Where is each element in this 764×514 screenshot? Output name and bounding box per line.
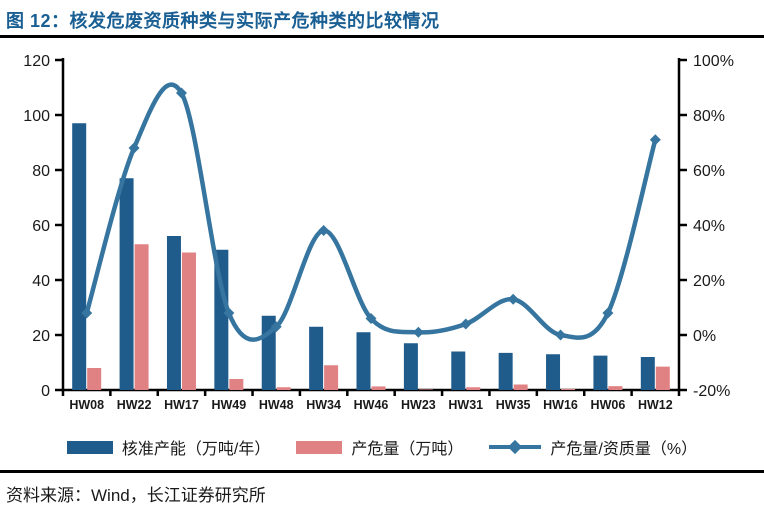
bar-capacity [72, 123, 87, 390]
bar-production [466, 387, 481, 390]
left-axis-tick-label: 100 [23, 108, 50, 125]
right-axis-tick-label: -20% [693, 383, 730, 400]
bar-production [655, 366, 670, 390]
legend-label-capacity: 核准产能（万吨/年） [121, 441, 271, 458]
ratio-line-marker [649, 134, 661, 146]
ratio-line-marker [81, 307, 93, 319]
left-axis-tick-label: 80 [32, 163, 50, 180]
bar-capacity [546, 354, 561, 390]
x-axis-category-label: HW23 [401, 398, 436, 412]
x-axis-category-label: HW35 [496, 398, 531, 412]
bar-capacity [309, 326, 324, 390]
bar-production [181, 252, 196, 390]
bar-production [324, 365, 339, 390]
x-axis-category-label: HW49 [211, 398, 246, 412]
x-axis-category-label: HW31 [448, 398, 483, 412]
x-axis-category-label: HW06 [591, 398, 626, 412]
bar-production [418, 389, 433, 390]
x-axis-category-label: HW48 [259, 398, 294, 412]
x-axis-category-label: HW22 [117, 398, 152, 412]
ratio-line-marker [460, 318, 472, 330]
x-axis-category-label: HW08 [69, 398, 104, 412]
ratio-line-marker [270, 321, 282, 333]
right-axis-tick-label: 20% [693, 273, 725, 290]
left-axis-tick-label: 40 [32, 273, 50, 290]
right-axis-tick-label: 60% [693, 163, 725, 180]
bar-production [134, 244, 149, 390]
capacity-swatch-icon [66, 440, 113, 454]
ratio-line-marker [175, 87, 187, 99]
right-axis-tick-label: 40% [693, 218, 725, 235]
bar-production [371, 386, 386, 390]
legend-label-ratio: 产危量/资质量（%） [550, 441, 698, 458]
left-axis-tick-label: 120 [23, 53, 50, 70]
source-note: 资料来源：Wind，长江证券研究所 [6, 486, 266, 505]
bar-capacity [593, 355, 608, 390]
legend-item-capacity: 核准产能（万吨/年） [66, 435, 271, 459]
x-axis-category-label: HW17 [164, 398, 199, 412]
right-axis-tick-label: 100% [693, 53, 734, 70]
legend-item-production: 产危量（万吨） [296, 435, 463, 459]
bar-capacity [119, 178, 134, 390]
x-axis-category-label: HW16 [543, 398, 578, 412]
ratio-line-swatch-icon [489, 439, 542, 455]
right-axis-tick-label: 0% [693, 328, 716, 345]
bar-production [229, 379, 244, 390]
ratio-line-marker [602, 307, 614, 319]
bar-capacity [403, 343, 418, 390]
ratio-line-marker [223, 307, 235, 319]
x-axis-category-label: HW34 [306, 398, 341, 412]
ratio-line-marker [128, 142, 140, 154]
bar-capacity [640, 357, 655, 390]
bar-capacity [451, 351, 466, 390]
ratio-line-marker [365, 313, 377, 324]
bar-capacity [166, 236, 181, 390]
bar-production [561, 388, 576, 390]
legend-label-production: 产危量（万吨） [351, 441, 464, 458]
title-separator [0, 35, 764, 38]
ratio-line-marker [507, 293, 519, 305]
source-separator [0, 470, 764, 473]
figure-title: 图 12：核发危废资质种类与实际产危种类的比较情况 [6, 11, 440, 31]
bar-capacity [214, 249, 229, 390]
right-axis-tick-label: 80% [693, 108, 725, 125]
bar-production [513, 384, 528, 390]
combo-chart: 0 20 40 60 80 100 120 -20% 0% 20% 40% 60% 80% 100% HW0… [23, 53, 734, 412]
x-axis-category-label: HW12 [638, 398, 673, 412]
bar-production [87, 368, 102, 390]
left-axis-tick-label: 20 [32, 328, 50, 345]
left-axis-tick-label: 0 [41, 383, 50, 400]
production-swatch-icon [296, 440, 343, 454]
legend-item-ratio: 产危量/资质量（%） [489, 435, 697, 459]
bar-capacity [356, 332, 371, 390]
ratio-line-marker [318, 225, 330, 236]
x-axis-category-label: HW46 [354, 398, 389, 412]
bar-capacity [498, 352, 513, 390]
left-axis-tick-label: 60 [32, 218, 50, 235]
chart-legend: 核准产能（万吨/年） 产危量（万吨） 产危量/资质量（%） [0, 435, 764, 459]
ratio-line-marker [555, 329, 567, 341]
bar-production [276, 387, 291, 390]
bar-production [608, 386, 623, 390]
ratio-line-marker [412, 326, 424, 338]
